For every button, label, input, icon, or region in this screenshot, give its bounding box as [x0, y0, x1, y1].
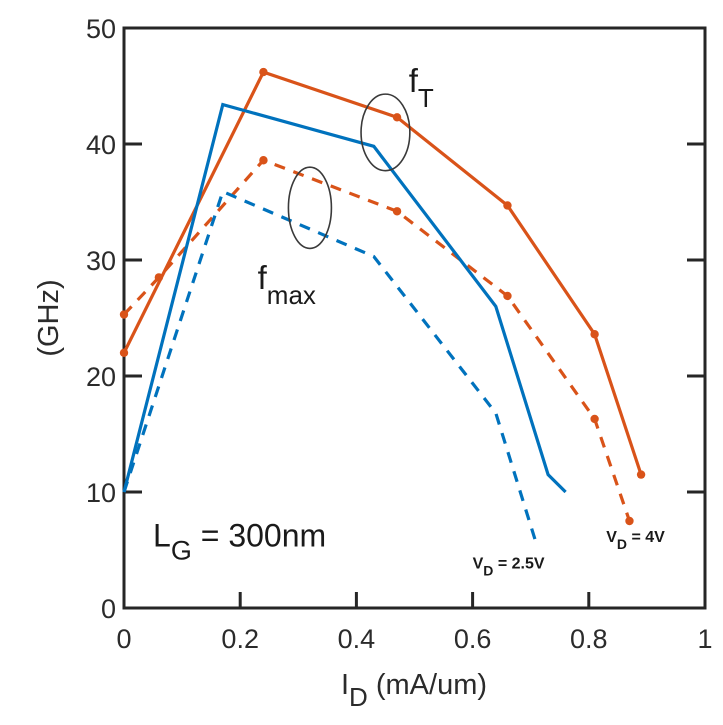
fmax-label-main: f — [258, 259, 268, 296]
ft-label-sub: T — [418, 83, 434, 113]
series-line — [122, 102, 567, 494]
y-axis-label: (GHz) — [33, 279, 65, 356]
ft-label-main: f — [409, 62, 419, 99]
fmax-ellipse — [287, 166, 333, 250]
x-axis-label-unit: (mA/um) — [368, 669, 487, 701]
series-line — [122, 70, 643, 476]
lg-label-sub: G — [171, 536, 192, 566]
vd25-label-sub: D — [483, 563, 493, 579]
axes: 0 10 20 30 40 50 0 0.2 0.4 0.6 0.8 1 — [86, 14, 713, 654]
series-ft-vd-4v — [119, 67, 646, 479]
x-axis-label: ID (mA/um) — [341, 669, 487, 712]
data-point — [259, 156, 268, 165]
y-tick-label: 30 — [86, 246, 116, 276]
x-tick-label: 0.8 — [570, 624, 608, 654]
data-point — [590, 414, 599, 424]
lg-label: LG = 300nm — [153, 518, 326, 566]
series-line — [122, 189, 539, 545]
series-fmax-vd-4v — [119, 156, 634, 526]
data-point — [119, 310, 129, 319]
x-axis-label-main: I — [341, 669, 349, 701]
y-tick-label: 0 — [101, 594, 116, 624]
data-point — [636, 470, 646, 479]
series-ft-vd-2p5v — [122, 102, 567, 494]
vd4-label: VD = 4V — [606, 529, 665, 552]
data-point — [259, 67, 268, 77]
vd25-label-main: V — [473, 556, 484, 573]
vd4-label-sub: D — [617, 536, 627, 552]
vd4-label-main: V — [606, 529, 617, 546]
x-tick-label: 0 — [116, 624, 131, 654]
ft-ellipse — [360, 93, 411, 172]
vd25-label: VD = 2.5V — [473, 556, 545, 579]
data-point — [590, 330, 599, 339]
data-point — [119, 348, 129, 357]
data-point — [625, 516, 634, 526]
data-point — [392, 207, 402, 216]
x-tick-label: 1 — [697, 624, 712, 654]
data-point — [503, 201, 512, 210]
lg-label-suffix: = 300nm — [192, 518, 326, 554]
x-tick-label: 0.6 — [454, 624, 492, 654]
x-tick-label: 0.2 — [221, 624, 259, 654]
x-axis-label-sub: D — [349, 682, 368, 712]
y-tick-label: 40 — [86, 130, 116, 160]
vd4-label-suffix: = 4V — [627, 529, 665, 546]
fmax-label: fmax — [258, 259, 316, 310]
data-point — [503, 291, 512, 301]
y-tick-label: 20 — [86, 362, 116, 392]
data-point — [392, 113, 402, 122]
data-point — [154, 273, 164, 282]
lg-label-main: L — [153, 518, 171, 554]
y-tick-label: 10 — [86, 478, 116, 508]
y-tick-label: 50 — [86, 14, 116, 44]
ft-label: fT — [409, 62, 434, 113]
series-line — [122, 158, 632, 522]
fmax-label-sub: max — [267, 280, 316, 310]
vd25-label-suffix: = 2.5V — [493, 556, 544, 573]
series-fmax-vd-2p5v — [122, 189, 539, 545]
series-layer — [119, 67, 646, 545]
x-tick-label: 0.4 — [338, 624, 376, 654]
